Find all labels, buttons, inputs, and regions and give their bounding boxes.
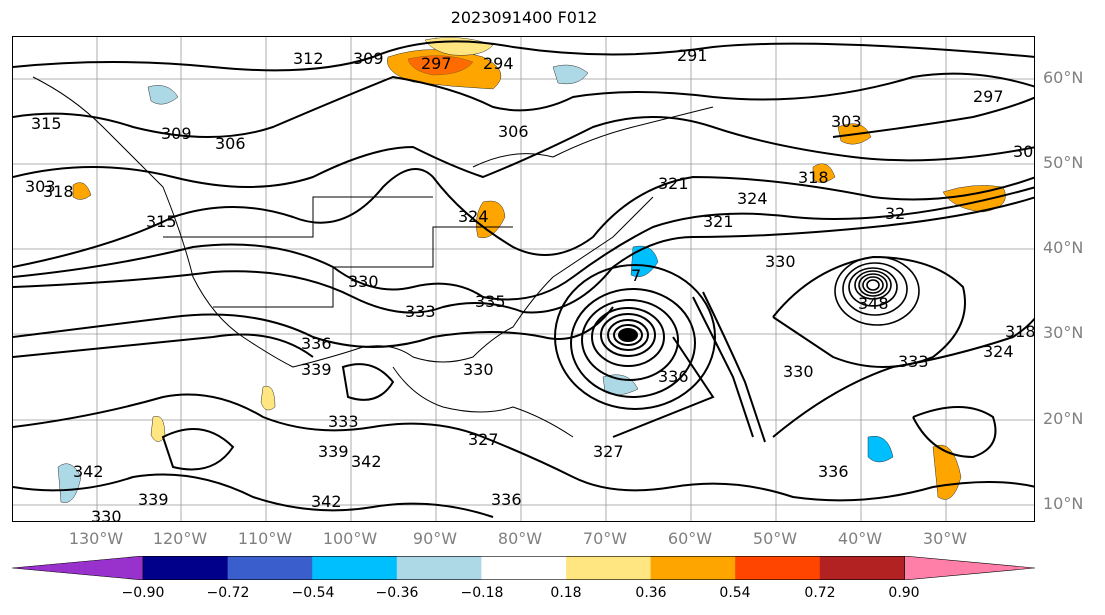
map-title: 2023091400 F012	[450, 8, 598, 27]
contour-label: 342	[351, 452, 382, 471]
colorbar-segment	[312, 556, 398, 580]
contour-label: 324	[983, 342, 1014, 361]
colorbar-segment	[566, 556, 652, 580]
contour-label: 333	[328, 412, 359, 431]
longitude-label: 110°W	[237, 529, 293, 548]
colorbar-tick-label: 0.90	[888, 585, 920, 601]
longitude-label: 100°W	[322, 529, 378, 548]
contour-label: 297	[421, 54, 452, 73]
longitude-label: 30°W	[922, 529, 968, 548]
contour-labels: 312 309 297 294 291 297 303 315 306 309 …	[25, 46, 1035, 522]
contour-label: 315	[31, 114, 62, 133]
contour-label: 330	[783, 362, 814, 381]
contour-label: 339	[301, 360, 332, 379]
contour-label: 342	[73, 462, 104, 481]
latitude-label: 20°N	[1043, 409, 1084, 428]
contour-label: 30	[1013, 142, 1033, 161]
longitude-label: 120°W	[152, 529, 208, 548]
contour-label: 330	[348, 272, 379, 291]
colorbar	[12, 556, 1036, 580]
contour-label: 327	[593, 442, 624, 461]
contour-label: 318	[1005, 322, 1035, 341]
latitude-label: 30°N	[1043, 323, 1084, 342]
contour-label: 335	[475, 292, 506, 311]
contour-label: 303	[831, 112, 862, 131]
latitude-label: 40°N	[1043, 238, 1084, 257]
colorbar-segment	[819, 556, 905, 580]
colorbar-segment	[904, 556, 1036, 580]
colorbar-tick-label: −0.54	[291, 585, 335, 601]
longitude-label: 50°W	[752, 529, 798, 548]
colorbar-tick-label: −0.90	[121, 585, 165, 601]
colorbar-tick-label: −0.36	[375, 585, 419, 601]
contour-label: 333	[898, 352, 929, 371]
contour-label: 297	[973, 87, 1004, 106]
longitude-label: 40°W	[837, 529, 883, 548]
contour-label: 312	[293, 49, 324, 68]
latitude-label: 10°N	[1043, 494, 1084, 513]
contour-label: 336	[491, 490, 522, 509]
colorbar-segment	[396, 556, 482, 580]
colorbar-tick-label: 0.18	[550, 585, 582, 601]
colorbar-segment	[650, 556, 736, 580]
colorbar-segment	[143, 556, 229, 580]
contour-label: 336	[658, 367, 689, 386]
contour-label: 294	[483, 54, 514, 73]
contour-label: 333	[405, 302, 436, 321]
contour-label: 327	[468, 430, 499, 449]
contour-label: 336	[818, 462, 849, 481]
colorbar-segment	[12, 556, 144, 580]
colorbar-frame	[142, 556, 905, 580]
contours	[13, 40, 1034, 518]
latitude-label: 60°N	[1043, 68, 1084, 87]
contour-label: 321	[658, 174, 689, 193]
colorbar-segments	[12, 556, 1036, 580]
contour-label: 315	[146, 212, 177, 231]
contour-label: 339	[318, 442, 349, 461]
contour-label: 309	[161, 124, 192, 143]
contour-label: 306	[215, 134, 246, 153]
contour-label: 318	[798, 168, 829, 187]
contour-label: 303	[25, 177, 56, 196]
contour-label: 32	[885, 204, 905, 223]
colorbar-tick-label: −0.18	[460, 585, 504, 601]
contour-label: 342	[311, 492, 342, 511]
longitude-label: 90°W	[412, 529, 458, 548]
colorbar-tick-label: −0.72	[206, 585, 250, 601]
colorbar-tick-label: 0.72	[804, 585, 836, 601]
contour-label: 330	[91, 507, 122, 522]
contour-label: 306	[498, 122, 529, 141]
hurricane-contours-west	[554, 264, 716, 410]
longitude-label: 80°W	[497, 529, 543, 548]
contour-label: 348	[858, 294, 889, 313]
longitude-label: 70°W	[582, 529, 628, 548]
colorbar-segment	[481, 556, 567, 580]
contour-label: 291	[677, 46, 708, 65]
contour-label: 339	[138, 490, 169, 509]
contour-label: 324	[458, 207, 489, 226]
longitude-label: 130°W	[68, 529, 124, 548]
colorbar-tick-label: 0.54	[719, 585, 751, 601]
contour-label: 309	[353, 49, 384, 68]
contour-label: 321	[703, 212, 734, 231]
contour-map: 312 309 297 294 291 297 303 315 306 309 …	[13, 37, 1035, 522]
latitude-label: 50°N	[1043, 153, 1084, 172]
colorbar-tick-label: 0.36	[635, 585, 667, 601]
longitude-label: 60°W	[667, 529, 713, 548]
colorbar-segment	[227, 556, 313, 580]
contour-label: 318	[43, 182, 74, 201]
contour-label: 324	[737, 189, 768, 208]
contour-label: 330	[765, 252, 796, 271]
cyclone-contours-east	[834, 256, 920, 326]
contour-label: 7	[631, 266, 641, 285]
contour-label: 330	[463, 360, 494, 379]
map-panel: 312 309 297 294 291 297 303 315 306 309 …	[12, 36, 1035, 522]
colorbar-segment	[735, 556, 821, 580]
contour-label: 336	[301, 334, 332, 353]
